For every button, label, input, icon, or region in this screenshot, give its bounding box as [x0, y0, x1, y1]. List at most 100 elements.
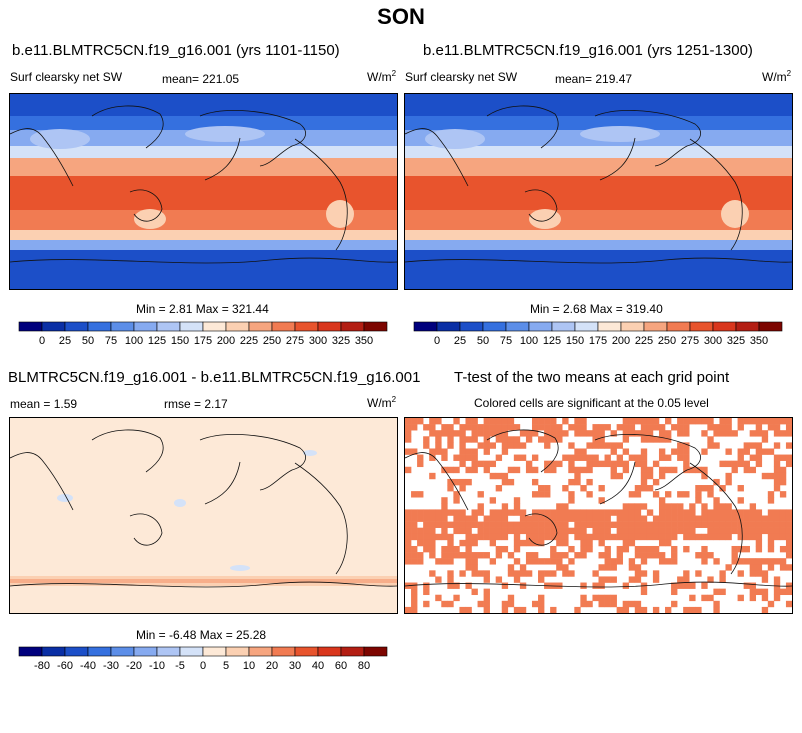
significant-cell — [646, 424, 654, 431]
significant-cell — [483, 436, 490, 443]
significant-cell — [610, 594, 617, 602]
significant-cell — [405, 430, 412, 437]
significant-cell — [665, 436, 672, 443]
significant-cell — [477, 424, 484, 431]
significant-cell — [725, 515, 732, 522]
significant-cell — [519, 570, 527, 577]
significant-cell — [634, 545, 642, 553]
significant-cell — [471, 564, 478, 571]
significant-cell — [519, 515, 527, 522]
significant-cell — [495, 545, 503, 553]
significant-cell — [471, 533, 478, 541]
significant-cell — [761, 521, 769, 528]
significant-cell — [779, 533, 787, 541]
panel1-mean-label: mean= 221.05 — [162, 72, 240, 86]
significant-cell — [574, 466, 581, 474]
panel3-colorbar-tick-label: 0 — [200, 660, 206, 672]
significant-cell — [417, 539, 424, 547]
significant-cell — [429, 527, 436, 535]
significant-cell — [459, 478, 466, 486]
significant-cell — [507, 564, 515, 571]
significant-cell — [658, 527, 666, 535]
significant-cell — [519, 442, 527, 449]
significant-cell — [604, 442, 611, 449]
significant-cell — [592, 582, 599, 589]
significant-cell — [423, 436, 430, 443]
significant-cell — [550, 521, 557, 528]
significant-cell — [689, 606, 696, 613]
panel3-field — [10, 418, 397, 613]
significant-cell — [671, 466, 678, 474]
significant-cell — [592, 509, 599, 516]
significant-cell — [501, 442, 509, 449]
panel1-colorbar-tick-label: 75 — [105, 335, 117, 347]
panel2-colorbar-swatch — [413, 321, 438, 332]
significant-cell — [671, 558, 678, 565]
significant-cell — [773, 466, 781, 474]
significant-cell — [519, 582, 527, 589]
significant-cell — [483, 424, 490, 431]
panel1-colorbar-swatch — [41, 321, 66, 332]
significant-cell — [713, 478, 720, 486]
significant-cell — [737, 509, 744, 516]
panel1-field — [10, 94, 397, 289]
significant-cell — [544, 521, 551, 528]
significant-cell — [743, 515, 750, 522]
significant-cell — [749, 503, 757, 510]
significant-cell — [773, 460, 781, 468]
significant-cell — [628, 424, 636, 431]
significant-cell — [513, 576, 521, 583]
significant-cell — [580, 515, 587, 522]
significant-cell — [604, 576, 611, 583]
significant-cell — [610, 521, 617, 528]
significant-cell — [622, 527, 630, 535]
significant-cell — [755, 521, 763, 528]
significant-cell — [556, 527, 563, 535]
significant-cell — [459, 570, 466, 577]
significant-cell — [689, 418, 696, 425]
significant-cell — [507, 527, 515, 535]
significant-cell — [755, 448, 763, 455]
significant-cell — [683, 582, 690, 589]
significant-cell — [471, 509, 478, 516]
significant-cell — [544, 466, 551, 474]
significant-cell — [749, 509, 757, 516]
significant-cell — [550, 558, 557, 565]
significant-cell — [435, 521, 442, 528]
significant-cell — [701, 430, 708, 437]
panel2-colorbar-tick-label: 100 — [520, 335, 538, 347]
significant-cell — [495, 424, 503, 431]
panel3-colorbar-tick-label: 20 — [266, 660, 278, 672]
significant-cell — [622, 539, 630, 547]
panel2-units: W/m2 — [762, 69, 792, 84]
significant-cell — [640, 424, 648, 431]
significant-cell — [640, 588, 648, 596]
significant-cell — [622, 545, 630, 553]
significant-cell — [489, 497, 497, 504]
significant-cell — [719, 418, 726, 425]
significant-cell — [550, 533, 557, 541]
significant-cell — [531, 491, 539, 498]
significant-cell — [677, 454, 684, 461]
significant-cell — [719, 430, 726, 437]
significant-cell — [453, 491, 460, 498]
significant-cell — [598, 497, 605, 504]
significant-cell — [610, 564, 617, 571]
significant-cell — [447, 442, 454, 449]
panel1-colorbar-swatch — [18, 321, 43, 332]
significant-cell — [429, 545, 436, 553]
significant-cell — [610, 460, 617, 468]
significant-cell — [743, 558, 750, 565]
significant-cell — [556, 564, 563, 571]
panel3-colorbar-swatch — [179, 646, 204, 657]
significant-cell — [483, 576, 490, 583]
significant-cell — [429, 430, 436, 437]
significant-cell — [610, 600, 617, 608]
significant-cell — [695, 521, 702, 528]
panel2-colorbar-tick-label: 25 — [454, 335, 466, 347]
significant-cell — [538, 576, 545, 583]
significant-cell — [707, 515, 714, 522]
significant-cell — [713, 533, 720, 541]
significant-cell — [489, 521, 497, 528]
panel1-colorbar-tick-label: 25 — [59, 335, 71, 347]
